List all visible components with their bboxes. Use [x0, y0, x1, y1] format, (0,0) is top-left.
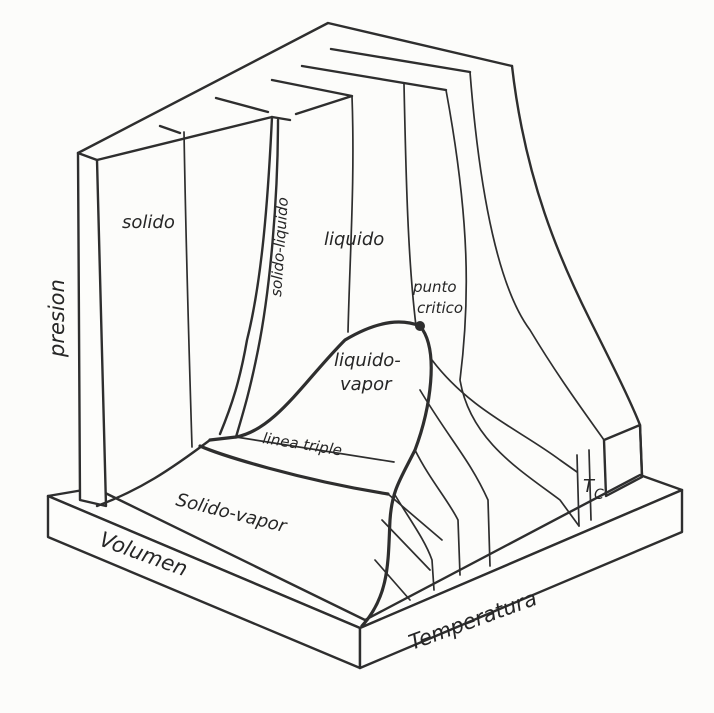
right-surface-edge — [510, 64, 644, 477]
triple-line — [198, 435, 390, 496]
tc-block-inner-lines — [576, 439, 607, 527]
saturation-dome — [234, 320, 433, 628]
region-labels: solido solido-liquido liquido punto crit… — [122, 197, 604, 538]
solid-vapor-edge — [95, 438, 212, 508]
top-strip-lines — [158, 47, 472, 135]
isotherm-supercritical-2 — [431, 359, 578, 473]
label-critical-point-2: critico — [417, 299, 463, 317]
surface-outline — [76, 21, 644, 527]
base-right-face — [358, 488, 684, 670]
label-tc-subscript: C — [594, 487, 604, 503]
label-critical-temperature: TC — [583, 476, 604, 503]
label-solid-liquid: solido-liquido — [267, 197, 292, 298]
base-slab — [46, 473, 684, 670]
phase-boundaries — [95, 320, 443, 628]
label-solid-vapor: Solido-vapor — [174, 489, 290, 537]
label-liquid: liquido — [324, 229, 384, 250]
critical-point-dot — [415, 321, 425, 331]
isotherm-liquid-1 — [347, 95, 354, 333]
base-left-face — [46, 494, 362, 670]
isotherm-liquid-2 — [403, 83, 417, 327]
label-liquid-vapor-2: vapor — [340, 374, 393, 395]
solid-wall-face — [76, 151, 108, 508]
label-triple-line: linea triple — [261, 429, 343, 459]
label-critical-point-1: punto — [412, 278, 457, 296]
isotherm-solid — [183, 131, 193, 448]
vapor-floor-lines — [374, 493, 443, 601]
label-solid: solido — [122, 212, 175, 233]
label-tc-main: T — [583, 476, 596, 497]
isotherms — [183, 71, 605, 591]
isotherm-supercritical-1 — [469, 71, 605, 441]
isotherm-vapor-2 — [414, 449, 461, 576]
isotherm-vapor-3 — [394, 494, 435, 591]
triple-line-upper — [235, 436, 395, 463]
label-liquid-vapor-1: liquido- — [334, 350, 401, 371]
solid-liquid-sheet — [218, 115, 280, 439]
isotherm-vapor-1 — [419, 389, 491, 567]
isotherm-critical — [445, 89, 580, 527]
axis-label-pressure: presion — [45, 279, 69, 358]
